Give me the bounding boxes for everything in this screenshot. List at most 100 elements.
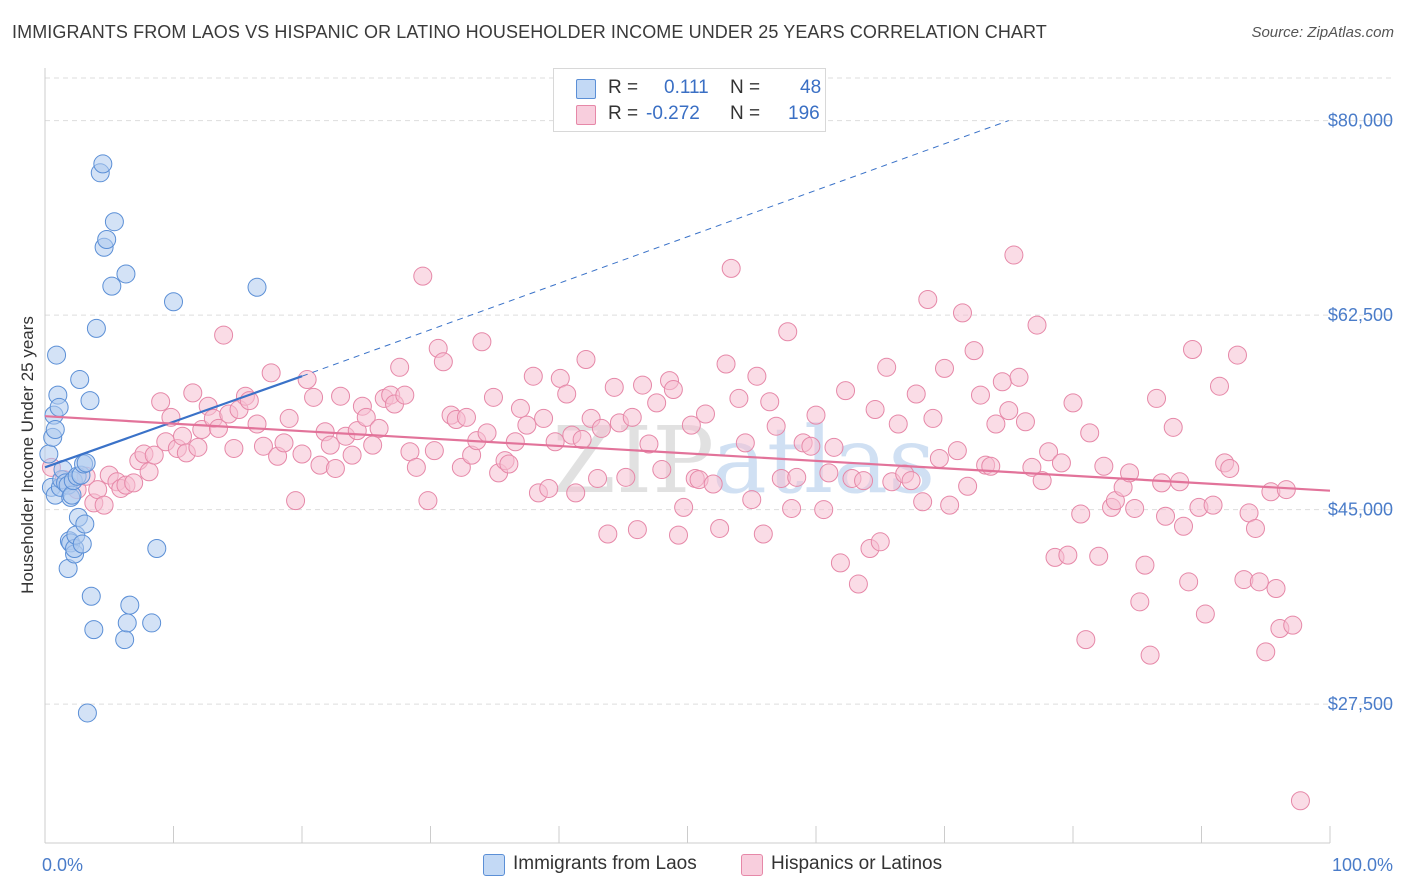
- laos-point: [93, 154, 113, 174]
- hispanic-point: [286, 491, 306, 511]
- laos-point: [104, 212, 124, 232]
- hispanic-point: [557, 384, 577, 404]
- legend-swatch-pink: [576, 105, 596, 125]
- laos-point: [147, 538, 167, 558]
- hispanic-point: [782, 498, 802, 518]
- hispanic-point: [292, 444, 312, 464]
- laos-point: [247, 277, 267, 297]
- hispanic-point: [992, 372, 1012, 392]
- hispanic-point: [647, 393, 667, 413]
- hispanic-point: [406, 457, 426, 477]
- hispanic-point: [1009, 367, 1029, 387]
- hispanic-point: [639, 434, 659, 454]
- hispanic-point: [1220, 458, 1240, 478]
- hispanic-point: [1094, 456, 1114, 476]
- hispanic-point: [703, 474, 723, 494]
- laos-point: [102, 276, 122, 296]
- laos-point: [45, 420, 65, 440]
- trend-lines: [44, 120, 1331, 492]
- hispanic-point: [591, 418, 611, 438]
- hispanic-point: [940, 495, 960, 515]
- source-label: Source: ZipAtlas.com: [1251, 24, 1394, 41]
- hispanic-point: [1227, 345, 1247, 365]
- hispanic-point: [970, 385, 990, 405]
- laos-point: [77, 703, 97, 723]
- hispanic-point: [604, 377, 624, 397]
- legend-r-value: -0.272: [646, 103, 700, 124]
- hispanic-point: [172, 426, 192, 446]
- hispanic-point: [224, 438, 244, 458]
- hispanic-point: [729, 388, 749, 408]
- hispanic-trend-line: [44, 415, 1331, 492]
- hispanic-point: [1130, 592, 1150, 612]
- hispanic-point: [830, 553, 850, 573]
- hispanic-point: [499, 454, 519, 474]
- hispanic-point: [1249, 572, 1269, 592]
- hispanic-point: [1080, 423, 1100, 443]
- laos-trend-extension: [301, 120, 1009, 377]
- hispanic-point: [395, 385, 415, 405]
- y-tick-label: $62,500: [1328, 305, 1393, 325]
- hispanic-point: [999, 401, 1019, 421]
- hispanic-point: [505, 432, 525, 452]
- hispanic-point: [208, 418, 228, 438]
- series-laos-points: [39, 154, 267, 723]
- laos-point: [49, 397, 69, 417]
- hispanic-point: [572, 430, 592, 450]
- x-tick-label-end: 100.0%: [1332, 855, 1393, 875]
- hispanic-point: [929, 448, 949, 468]
- hispanic-point: [297, 370, 317, 390]
- hispanic-point: [753, 524, 773, 544]
- laos-point: [75, 514, 95, 534]
- hispanic-point: [681, 415, 701, 435]
- hispanic-point: [766, 416, 786, 436]
- axis-labels: $27,500 $45,000 $62,500 $80,000 0.0% 100.0% Ho…: [18, 111, 1393, 875]
- hispanic-point: [918, 290, 938, 310]
- hispanic-point: [1152, 473, 1172, 493]
- hispanic-point: [958, 476, 978, 496]
- hispanic-point: [735, 433, 755, 453]
- hispanic-point: [456, 407, 476, 427]
- laos-point: [115, 630, 135, 650]
- hispanic-point: [1063, 393, 1083, 413]
- hispanic-point: [923, 408, 943, 428]
- hispanic-point: [331, 386, 351, 406]
- hispanic-point: [576, 350, 596, 370]
- hispanic-point: [633, 375, 653, 395]
- hispanic-point: [510, 398, 530, 418]
- hispanic-point: [1125, 498, 1145, 518]
- hispanic-point: [1195, 604, 1215, 624]
- hispanic-point: [778, 322, 798, 342]
- hispanic-point: [1209, 376, 1229, 396]
- hispanic-point: [261, 363, 281, 383]
- legend-r-value: 0.111: [664, 77, 709, 98]
- laos-point: [80, 391, 100, 411]
- hispanic-point: [865, 400, 885, 420]
- hispanic-point: [253, 436, 273, 456]
- hispanic-point: [433, 352, 453, 372]
- laos-point: [76, 453, 96, 473]
- hispanic-point: [901, 471, 921, 491]
- hispanic-point: [870, 532, 890, 552]
- hispanic-point: [1156, 506, 1176, 526]
- hispanic-point: [964, 341, 984, 361]
- hispanic-point: [151, 392, 171, 412]
- hispanic-point: [1245, 518, 1265, 538]
- laos-point: [81, 586, 101, 606]
- laos-point: [120, 595, 140, 615]
- hispanic-point: [310, 455, 330, 475]
- laos-point: [47, 345, 67, 365]
- hispanic-point: [1183, 340, 1203, 360]
- hispanic-point: [1027, 315, 1047, 335]
- hispanic-point: [1051, 453, 1071, 473]
- hispanic-point: [139, 462, 159, 482]
- hispanic-point: [598, 524, 618, 544]
- hispanic-point: [1283, 615, 1303, 635]
- laos-point: [86, 318, 106, 338]
- hispanic-point: [1039, 442, 1059, 462]
- hispanic-point: [124, 473, 144, 493]
- hispanic-point: [304, 387, 324, 407]
- hispanic-point: [836, 381, 856, 401]
- hispanic-point: [622, 407, 642, 427]
- hispanic-point: [710, 518, 730, 538]
